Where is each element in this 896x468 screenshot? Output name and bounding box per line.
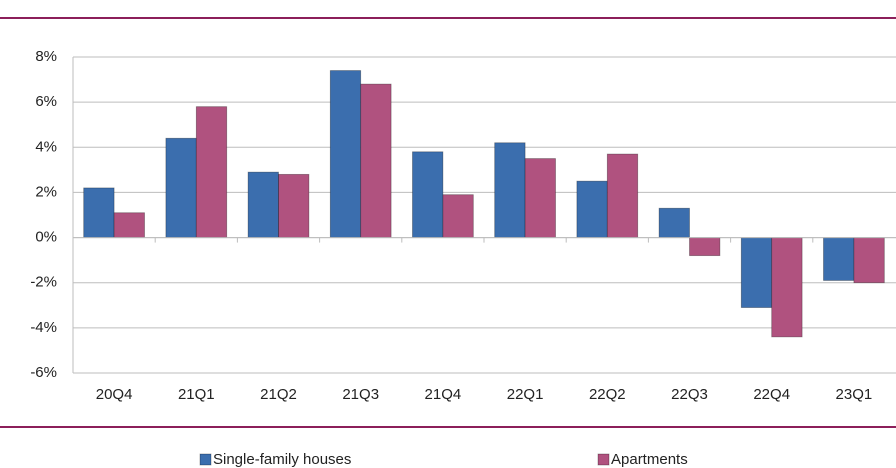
- x-tick-label: 22Q3: [671, 386, 708, 403]
- bar: [494, 142, 526, 238]
- bar: [412, 151, 444, 238]
- bar: [113, 212, 145, 238]
- bar: [247, 171, 279, 238]
- bar: [689, 237, 721, 257]
- y-tick-label: 2%: [35, 183, 57, 200]
- x-tick-label: 22Q4: [753, 386, 790, 403]
- x-tick-label: 23Q1: [836, 386, 873, 403]
- y-tick-label: 6%: [35, 93, 57, 110]
- bar: [165, 137, 197, 238]
- legend-swatch: [597, 453, 610, 466]
- bar: [658, 207, 690, 238]
- y-tick-label: -6%: [30, 364, 57, 381]
- bar: [771, 237, 803, 338]
- x-tick-label: 21Q1: [178, 386, 215, 403]
- bar: [823, 237, 855, 281]
- x-tick-label: 22Q1: [507, 386, 544, 403]
- bar: [524, 158, 556, 238]
- bar: [360, 83, 392, 238]
- y-tick-label: 8%: [35, 48, 57, 65]
- x-tick-label: 21Q3: [342, 386, 379, 403]
- bar: [329, 70, 362, 238]
- x-tick-label: 22Q2: [589, 386, 626, 403]
- x-tick-label: 21Q2: [260, 386, 297, 403]
- bar: [606, 153, 639, 238]
- legend-label: Single-family houses: [213, 451, 351, 468]
- bar: [740, 237, 773, 308]
- bar: [442, 194, 474, 238]
- legend-label: Apartments: [611, 451, 688, 468]
- y-tick-label: -4%: [30, 319, 57, 336]
- bar: [83, 187, 115, 238]
- x-tick-label: 20Q4: [96, 386, 133, 403]
- bar: [853, 237, 885, 284]
- x-tick-label: 21Q4: [425, 386, 462, 403]
- bar: [576, 180, 608, 238]
- legend-swatch: [199, 453, 212, 466]
- bar: [278, 173, 310, 238]
- y-tick-label: 0%: [35, 229, 57, 246]
- bar: [195, 106, 228, 238]
- y-tick-label: -2%: [30, 274, 57, 291]
- y-tick-label: 4%: [35, 138, 57, 155]
